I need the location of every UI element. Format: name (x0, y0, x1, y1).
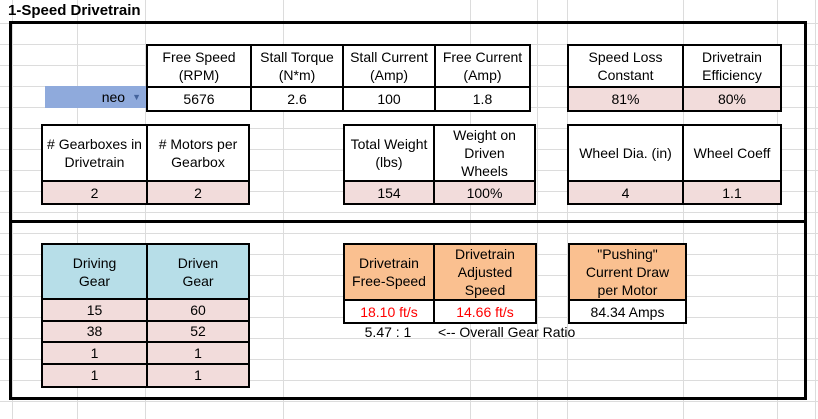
driven-weight-header: Weight on Driven Wheels (435, 126, 534, 182)
motor-spec-header: Stall Torque (N*m) (252, 46, 344, 88)
driving-gear-header: Driving Gear (43, 245, 148, 300)
gear-table: Driving Gear Driven Gear 15 60 38 52 1 1… (41, 243, 250, 388)
overall-gear-ratio-note: <-- Overall Gear Ratio (438, 323, 576, 340)
total-weight-header: Total Weight (lbs) (345, 126, 435, 182)
speed-loss-constant-input[interactable]: 81% (569, 88, 684, 110)
dropdown-arrow-icon[interactable]: ▼ (132, 91, 141, 102)
wheel-table: Wheel Dia. (in) Wheel Coeff 4 1.1 (567, 124, 782, 205)
gear-input-cell[interactable]: 1 (148, 364, 248, 386)
speed-results-table: Drivetrain Free-Speed Drivetrain Adjuste… (343, 243, 537, 324)
motors-per-gearbox-input[interactable]: 2 (148, 182, 248, 203)
gridline (145, 0, 146, 419)
gridline (683, 0, 684, 419)
drivetrain-efficiency-input[interactable]: 80% (684, 88, 780, 110)
gear-input-cell[interactable]: 1 (43, 364, 148, 386)
constant-header: Speed Loss Constant (569, 46, 684, 88)
wheel-diameter-header: Wheel Dia. (in) (569, 126, 684, 182)
gear-input-cell[interactable]: 15 (43, 300, 148, 322)
adjusted-speed-value: 14.66 ft/s (435, 301, 535, 322)
gear-input-cell[interactable]: 38 (43, 321, 148, 343)
overall-gear-ratio-value: 5.47 : 1 (364, 323, 412, 340)
gridline (777, 0, 778, 419)
adjusted-speed-header: Drivetrain Adjusted Speed (435, 245, 535, 301)
gear-input-cell[interactable]: 52 (148, 321, 248, 343)
gridline (77, 0, 78, 419)
gridline (537, 0, 538, 419)
motor-specs-table: Free Speed (RPM) Stall Torque (N*m) Stal… (146, 44, 531, 112)
motor-select-value: neo (101, 89, 126, 105)
pushing-current-header: "Pushing" Current Draw per Motor (570, 245, 685, 301)
gridline (283, 0, 284, 419)
motor-select-dropdown[interactable]: neo ▼ (45, 86, 146, 108)
gridline (567, 0, 568, 419)
wheel-coeff-header: Wheel Coeff (684, 126, 780, 182)
wheel-diameter-input[interactable]: 4 (569, 182, 684, 203)
pushing-current-value: 84.34 Amps (570, 301, 685, 322)
gearbox-count-input[interactable]: 2 (43, 182, 148, 203)
motor-spec-value: 5676 (148, 88, 252, 110)
gearbox-count-table: # Gearboxes in Drivetrain # Motors per G… (41, 124, 250, 205)
free-speed-value: 18.10 ft/s (345, 301, 435, 322)
gearing-section-border (9, 220, 807, 400)
free-speed-header: Drivetrain Free-Speed (345, 245, 435, 301)
gridline (12, 0, 13, 419)
gearbox-count-header: # Gearboxes in Drivetrain (43, 126, 148, 182)
motors-per-gearbox-header: # Motors per Gearbox (148, 126, 248, 182)
constant-header: Drivetrain Efficiency (684, 46, 780, 88)
gear-input-cell[interactable]: 60 (148, 300, 248, 322)
gridline (815, 0, 816, 419)
total-weight-input[interactable]: 154 (345, 182, 435, 203)
motor-spec-header: Free Current (Amp) (436, 46, 529, 88)
gear-input-cell[interactable]: 1 (43, 343, 148, 365)
driven-weight-input[interactable]: 100% (435, 182, 534, 203)
weight-table: Total Weight (lbs) Weight on Driven Whee… (343, 124, 536, 205)
gridline (470, 0, 471, 419)
motor-spec-header: Free Speed (RPM) (148, 46, 252, 88)
motor-spec-value: 1.8 (436, 88, 529, 110)
motor-spec-value: 100 (344, 88, 436, 110)
pushing-current-table: "Pushing" Current Draw per Motor 84.34 A… (568, 243, 687, 324)
wheel-coeff-input[interactable]: 1.1 (684, 182, 780, 203)
page-title: 1-Speed Drivetrain (8, 2, 141, 19)
motor-spec-value: 2.6 (252, 88, 344, 110)
drivetrain-constants-table: Speed Loss Constant Drivetrain Efficienc… (567, 44, 782, 112)
gear-input-cell[interactable]: 1 (148, 343, 248, 365)
driven-gear-header: Driven Gear (148, 245, 248, 300)
motor-spec-header: Stall Current (Amp) (344, 46, 436, 88)
